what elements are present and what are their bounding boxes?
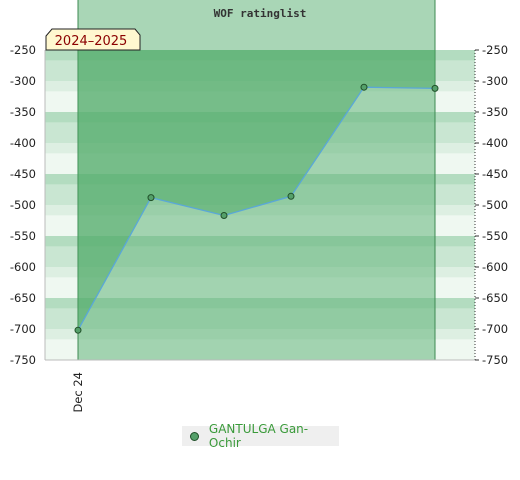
y-tick-label-left: -600 xyxy=(10,260,36,274)
data-point xyxy=(287,192,295,200)
data-point xyxy=(360,83,368,91)
season-badge: 2024–2025 xyxy=(45,28,141,51)
y-tick-label-left: -450 xyxy=(10,167,36,181)
y-tick-label-left: -400 xyxy=(10,136,36,150)
series-area-fill xyxy=(78,50,435,331)
data-point xyxy=(431,84,439,92)
x-axis-labels: Dec 24 xyxy=(71,372,85,413)
y-tick-label-right: -500 xyxy=(482,198,508,212)
y-tick-label-right: -550 xyxy=(482,229,508,243)
y-axis-left-labels: -250 -300 -350 -400 -450 -500 -550 -600 -650 -700… xyxy=(10,43,36,367)
y-tick-label-left: -300 xyxy=(10,74,36,88)
y-tick-label-right: -400 xyxy=(482,136,508,150)
series-line xyxy=(77,86,436,331)
series-line-path xyxy=(77,86,436,331)
data-point xyxy=(74,326,82,334)
legend-marker xyxy=(190,431,199,441)
axes xyxy=(44,49,479,361)
y-tick-label-right: -700 xyxy=(482,322,508,336)
data-point xyxy=(147,194,155,202)
y-tick-label-right: -650 xyxy=(482,291,508,305)
series-area xyxy=(78,50,435,331)
legend-series-name: GANTULGA Gan-Ochir xyxy=(208,422,309,450)
y-tick-label-left: -650 xyxy=(10,291,36,305)
y-tick-label-left: -750 xyxy=(10,353,36,367)
y-tick-label-left: -250 xyxy=(10,43,36,57)
y-tick-label-left: -700 xyxy=(10,322,36,336)
y-tick-label-left: -350 xyxy=(10,105,36,119)
x-tick-label: Dec 24 xyxy=(71,372,85,413)
data-point xyxy=(220,212,228,219)
y-tick-label-right: -450 xyxy=(482,167,508,181)
y-tick-label-right: -600 xyxy=(482,260,508,274)
y-tick-label-right: -250 xyxy=(482,43,508,57)
y-tick-label-right: -750 xyxy=(482,353,508,367)
series-points xyxy=(74,83,439,334)
season-label: 2024–2025 xyxy=(55,34,128,49)
y-axis-right-labels: -250 -300 -350 -400 -450 -500 -550 -600 -650 -700… xyxy=(482,43,508,367)
season-badge-shape xyxy=(45,28,141,51)
y-tick-label-right: -350 xyxy=(482,105,508,119)
y-tick-label-left: -550 xyxy=(10,229,36,243)
y-tick-label-right: -300 xyxy=(482,74,508,88)
legend: GANTULGA Gan-Ochir xyxy=(182,422,339,450)
chart-title: WOF ratinglist xyxy=(214,7,307,20)
y-tick-label-left: -500 xyxy=(10,198,36,212)
